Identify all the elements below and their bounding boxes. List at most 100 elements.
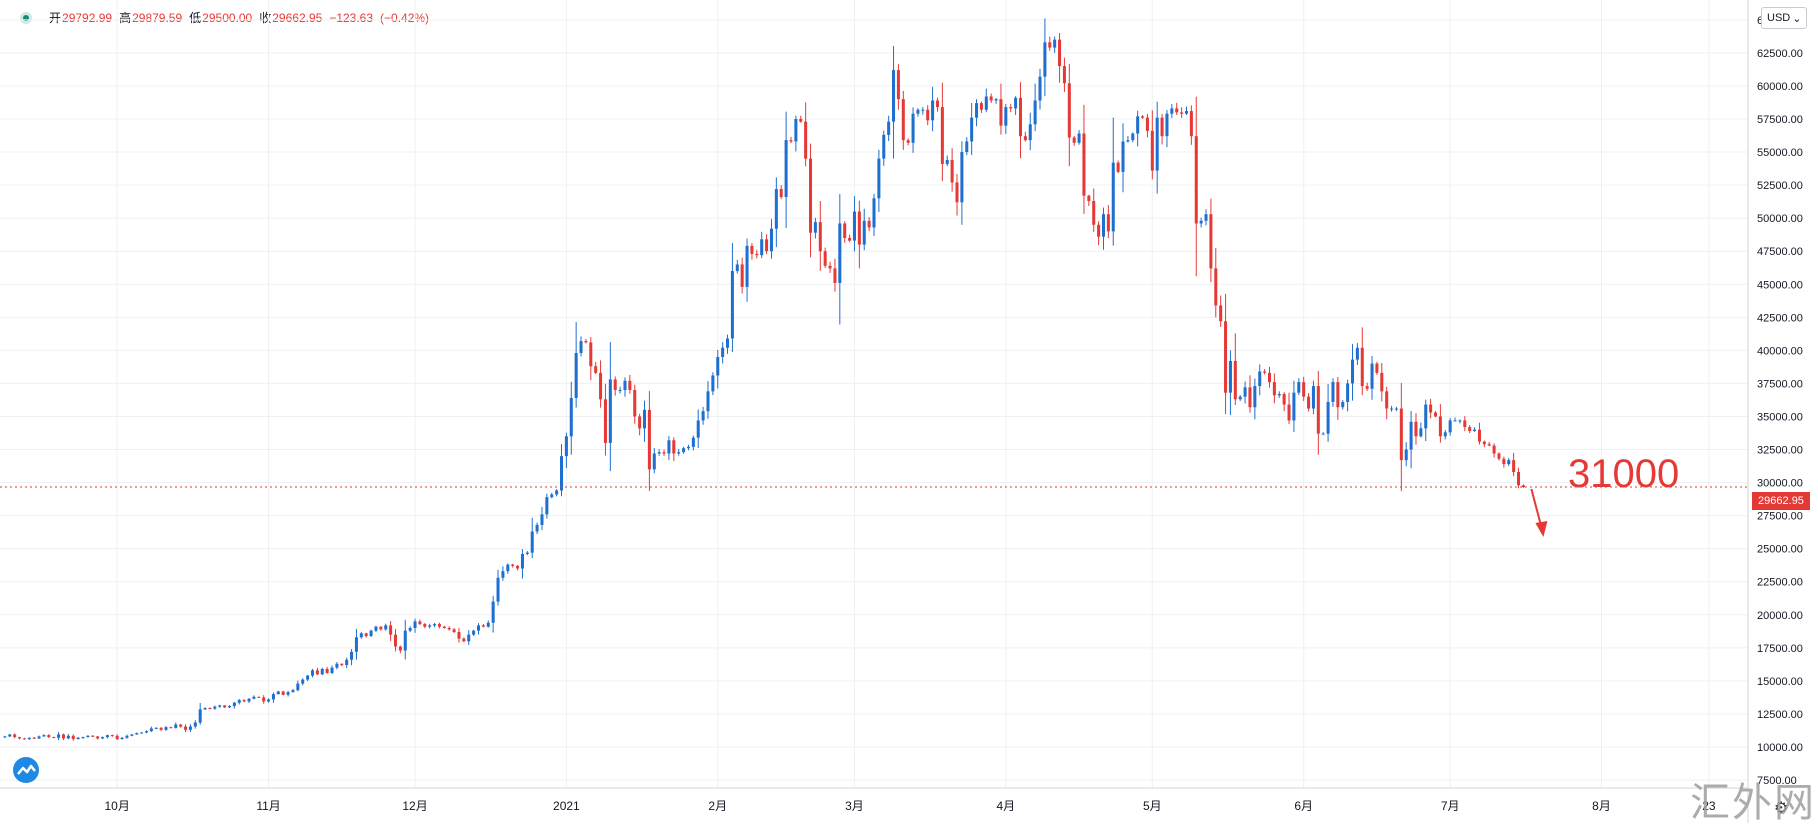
x-tick-label: 6月 xyxy=(1294,799,1313,813)
x-tick-label: 11月 xyxy=(256,799,280,813)
candle-body xyxy=(550,494,554,498)
candle-body xyxy=(1331,382,1335,402)
candle-body xyxy=(1272,382,1276,396)
candle-body xyxy=(130,734,134,736)
candle-body xyxy=(486,622,490,627)
candle-body xyxy=(359,633,363,638)
candle-body xyxy=(999,99,1003,126)
candle-body xyxy=(955,182,959,203)
candle-body xyxy=(760,239,764,256)
candle-body xyxy=(540,514,544,525)
candle-body xyxy=(1409,421,1413,450)
watermark: 汇外网 xyxy=(1690,780,1816,826)
candle-body xyxy=(1184,111,1189,114)
y-tick-label: 10000.00 xyxy=(1757,742,1803,754)
x-tick-label: 4月 xyxy=(996,799,1015,813)
candle-body xyxy=(252,696,256,699)
candle-body xyxy=(462,638,466,642)
candle-body xyxy=(916,109,920,114)
candle-body xyxy=(257,696,261,698)
candle-body xyxy=(1121,141,1125,172)
status-dot-icon xyxy=(20,11,32,24)
currency-selector[interactable]: USD ⌄ xyxy=(1761,7,1808,29)
candle-body xyxy=(799,118,803,122)
candle-body xyxy=(71,735,75,740)
candle-body xyxy=(1082,133,1086,196)
settings-gear-icon[interactable]: ⚙ xyxy=(1774,800,1789,817)
candle-body xyxy=(530,531,534,553)
candle-body xyxy=(877,158,881,199)
last-price-badge: 29662.95 xyxy=(1752,492,1810,510)
candle-body xyxy=(271,694,275,700)
candle-body xyxy=(1111,162,1115,232)
candle-body xyxy=(848,237,852,241)
candle-body xyxy=(1424,404,1428,429)
candle-body xyxy=(506,564,510,572)
candle-body xyxy=(1228,360,1232,393)
candle-body xyxy=(867,220,871,228)
candle-body xyxy=(872,198,876,228)
candle-body xyxy=(467,634,471,642)
candle-body xyxy=(755,253,759,256)
candle-body xyxy=(667,440,671,454)
candle-body xyxy=(994,99,998,101)
candle-body xyxy=(965,141,969,153)
candle-body xyxy=(120,737,124,740)
candle-body xyxy=(1170,108,1174,114)
candle-body xyxy=(154,727,158,729)
candle-body xyxy=(584,341,588,343)
y-tick-label: 15000.00 xyxy=(1757,676,1803,688)
candle-body xyxy=(975,103,979,118)
candle-body xyxy=(320,669,324,675)
candle-body xyxy=(1502,458,1506,465)
candle-body xyxy=(1365,386,1369,389)
candle-body xyxy=(452,629,456,632)
candle-body xyxy=(838,223,842,283)
candle-body xyxy=(1443,432,1447,437)
x-tick-label: 2021 xyxy=(553,799,580,813)
candle-body xyxy=(105,735,109,738)
candle-body xyxy=(1375,363,1379,373)
candle-body xyxy=(1238,396,1242,400)
candle-body xyxy=(735,264,739,272)
candle-body xyxy=(1116,162,1120,172)
candle-body xyxy=(818,222,822,252)
candle-body xyxy=(574,353,578,398)
candle-body xyxy=(1018,97,1022,137)
candle-body xyxy=(657,452,661,454)
candle-body xyxy=(1341,401,1345,408)
candle-body xyxy=(262,697,266,702)
candle-body xyxy=(1512,460,1516,473)
candle-body xyxy=(125,735,129,738)
candle-body xyxy=(931,100,935,121)
candle-body xyxy=(950,159,954,183)
candle-body xyxy=(901,99,905,141)
candle-body xyxy=(1370,363,1374,389)
candle-body xyxy=(701,411,705,421)
candle-body xyxy=(1321,433,1325,435)
candle-body xyxy=(1131,133,1135,141)
y-tick-label: 57500.00 xyxy=(1757,114,1803,126)
candle-body xyxy=(91,735,95,737)
candle-body xyxy=(1302,382,1306,397)
candle-body xyxy=(379,626,383,630)
x-tick-label: 23 xyxy=(1702,799,1716,813)
candle-body xyxy=(1414,421,1418,437)
candle-body xyxy=(706,391,710,412)
candle-body xyxy=(516,565,520,569)
chart-logo-icon[interactable] xyxy=(13,757,39,783)
candle-body xyxy=(852,211,856,241)
candle-body xyxy=(833,268,837,283)
target-price-annotation: 31000 xyxy=(1568,452,1680,496)
candle-body xyxy=(276,691,280,695)
candle-body xyxy=(232,702,236,707)
candle-body xyxy=(496,577,500,602)
candle-body xyxy=(1048,42,1052,48)
candle-body xyxy=(169,727,173,729)
currency-label: USD xyxy=(1767,12,1791,24)
down-arrow-head xyxy=(1535,521,1548,538)
candle-body xyxy=(603,399,607,443)
candle-body xyxy=(1492,445,1496,454)
candle-body xyxy=(862,220,866,245)
